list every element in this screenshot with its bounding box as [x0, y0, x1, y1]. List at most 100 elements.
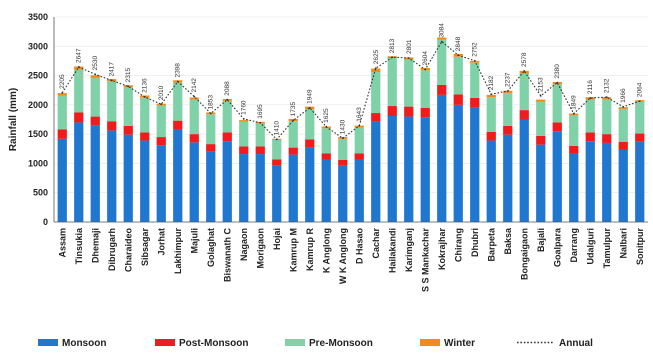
- annual-point: [391, 56, 394, 59]
- annual-point: [506, 90, 509, 92]
- annual-point: [539, 94, 542, 97]
- annual-data-label: 1410: [274, 121, 281, 136]
- bar-segment-post-monsoon: [239, 146, 249, 155]
- x-tick-label: Baksa: [503, 227, 513, 255]
- bar-segment-pre-monsoon: [585, 99, 595, 133]
- bar-segment-monsoon: [470, 107, 480, 222]
- annual-data-label: 2647: [76, 48, 83, 63]
- bar-segment-winter: [519, 70, 529, 74]
- bar-segment-monsoon: [189, 142, 199, 222]
- bar-segment-monsoon: [222, 141, 232, 222]
- bar-segment-post-monsoon: [569, 145, 579, 154]
- bar-segment-monsoon: [338, 165, 348, 222]
- annual-data-label: 1760: [241, 100, 248, 115]
- bar-segment-monsoon: [437, 94, 447, 222]
- annual-point: [638, 100, 641, 103]
- annual-data-label: 1625: [323, 108, 330, 123]
- bar-segment-monsoon: [387, 115, 397, 222]
- annual-point: [572, 112, 575, 115]
- y-tick-label: 2500: [28, 71, 48, 81]
- bar-segment-pre-monsoon: [90, 77, 100, 117]
- x-tick-label: Kokrajhar: [437, 228, 447, 271]
- bar-segment-pre-monsoon: [486, 97, 496, 132]
- legend: Monsoon Post-Monsoon Pre-Monsoon Winter Annu…: [38, 338, 593, 349]
- annual-point: [325, 125, 328, 128]
- x-tick-label: K Anglong: [321, 228, 331, 273]
- annual-data-label: 2153: [538, 77, 545, 92]
- bar-segment-monsoon: [288, 154, 298, 222]
- annual-point: [556, 81, 559, 84]
- bar-segment-post-monsoon: [107, 121, 117, 131]
- legend-label: Monsoon: [62, 338, 106, 349]
- bar-segment-monsoon: [569, 153, 579, 222]
- bar-segment-pre-monsoon: [404, 59, 414, 107]
- bar-segment-monsoon: [90, 125, 100, 222]
- bar-segment-winter: [239, 120, 249, 122]
- bar-segment-winter: [354, 125, 364, 128]
- bar-segment-winter: [90, 75, 100, 78]
- bar-segment-post-monsoon: [338, 159, 348, 166]
- annual-data-label: 1966: [620, 88, 627, 103]
- legend-swatch: [420, 339, 440, 346]
- bar-segment-pre-monsoon: [272, 140, 282, 160]
- bar-segment-post-monsoon: [57, 129, 67, 139]
- annual-data-label: 2088: [224, 81, 231, 96]
- bar-segment-post-monsoon: [156, 137, 166, 146]
- legend-item-winter: Winter: [420, 338, 475, 349]
- x-tick-label: D Hasao: [354, 228, 364, 265]
- annual-data-label: 2205: [59, 74, 66, 89]
- bar-segment-monsoon: [635, 141, 645, 222]
- bar-segment-monsoon: [57, 138, 67, 222]
- bar-segment-winter: [486, 94, 496, 98]
- bar-segment-post-monsoon: [74, 112, 84, 123]
- gridlines: [54, 16, 648, 223]
- annual-data-label: 1695: [257, 104, 264, 119]
- annual-point: [94, 73, 97, 76]
- bar-segment-pre-monsoon: [453, 56, 463, 95]
- y-tick-label: 500: [33, 188, 48, 198]
- legend-item-monsoon: Monsoon: [38, 338, 106, 349]
- bar-segment-monsoon: [123, 134, 133, 222]
- bar-segment-post-monsoon: [321, 153, 331, 160]
- x-tick-label: Hojai: [272, 228, 282, 250]
- annual-point: [275, 138, 278, 141]
- bar-segment-pre-monsoon: [123, 87, 133, 126]
- bar-segment-pre-monsoon: [552, 84, 562, 123]
- bar-segment-monsoon: [453, 104, 463, 222]
- annual-point: [589, 97, 592, 99]
- legend-item-post-monsoon: Post-Monsoon: [155, 338, 248, 349]
- legend-label: Winter: [444, 338, 475, 349]
- bar-segment-winter: [371, 68, 381, 73]
- y-axis-label: Rainfall (mm): [8, 88, 19, 151]
- y-tick-label: 3000: [28, 41, 48, 51]
- annual-point: [374, 67, 377, 70]
- annual-point: [424, 68, 427, 71]
- bar-segment-monsoon: [404, 116, 414, 222]
- annual-data-label: 2136: [142, 78, 149, 93]
- annual-data-label: 2315: [125, 68, 132, 83]
- legend-swatch: [285, 339, 305, 346]
- annual-data-label: 2417: [109, 62, 116, 77]
- bar-segment-monsoon: [585, 141, 595, 222]
- annual-point: [407, 57, 410, 59]
- y-tick-label: 3500: [28, 12, 48, 22]
- bar-segment-monsoon: [107, 130, 117, 222]
- bar-series: [57, 37, 645, 222]
- x-tick-label: Nagaon: [239, 228, 249, 261]
- x-tick-label: Lakhimpur: [173, 228, 183, 275]
- bar-segment-post-monsoon: [305, 139, 315, 148]
- bar-segment-post-monsoon: [470, 97, 480, 108]
- annual-data-label: 1643: [356, 107, 363, 122]
- annual-data-label: 3084: [439, 23, 446, 38]
- bar-segment-post-monsoon: [453, 94, 463, 105]
- annual-point: [127, 85, 130, 88]
- x-tick-label: Biswanath C: [222, 228, 232, 283]
- x-tick-label: Dibrugarh: [107, 228, 117, 271]
- x-tick-label: Dhemaji: [90, 228, 100, 263]
- annual-data-label: 2182: [488, 75, 495, 90]
- bar-segment-pre-monsoon: [503, 93, 513, 126]
- bar-segment-pre-monsoon: [305, 108, 315, 140]
- bar-segment-monsoon: [206, 151, 216, 222]
- annual-point: [160, 103, 163, 106]
- bar-segment-winter: [503, 90, 513, 94]
